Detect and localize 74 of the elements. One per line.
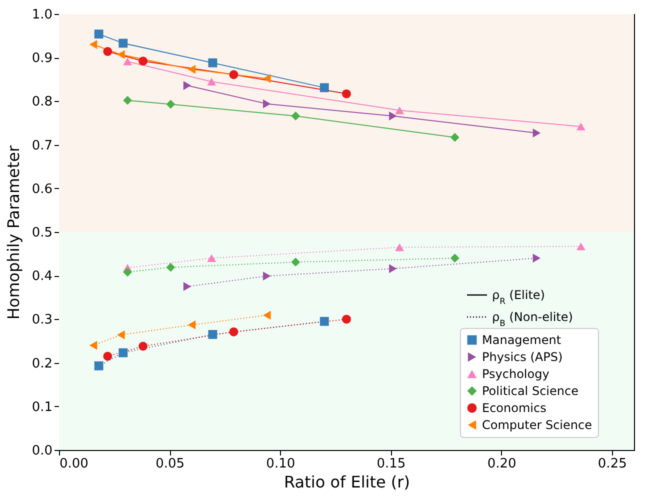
point: [450, 254, 460, 263]
y-tick-label: 0.1: [32, 400, 52, 415]
point: [342, 89, 351, 98]
y-tick-label: 1.0: [32, 8, 52, 22]
point: [118, 38, 128, 48]
point: [89, 40, 98, 49]
point: [123, 58, 132, 66]
y-tick-label: 0.8: [32, 94, 52, 110]
annotation: ρ$_{R}$ (Elite): [492, 288, 545, 306]
y-tick-label: 0.9: [32, 51, 52, 66]
point: [389, 112, 397, 120]
point: [389, 264, 397, 274]
point: [229, 70, 238, 80]
point: [117, 50, 125, 60]
y-tick-label: 0.7: [32, 138, 52, 154]
point: [342, 314, 351, 324]
point: [103, 352, 112, 361]
x-tick-label: 0.05: [156, 456, 185, 472]
point: [183, 282, 192, 291]
x-tick-label: 0.00: [60, 456, 88, 472]
point: [263, 99, 271, 108]
point: [291, 112, 300, 120]
x-tick-label: 0.25: [598, 456, 627, 472]
point: [138, 56, 148, 66]
point: [263, 310, 271, 320]
point: [188, 64, 196, 74]
legend-label: Computer Science: [482, 418, 592, 432]
y-tick-label: 0.2: [32, 356, 52, 372]
point: [229, 327, 238, 336]
annotation: ρ$_{B}$ (Non-elite): [492, 310, 573, 328]
x-tick-label: 0.20: [487, 456, 516, 472]
legend-label: Physics (APS): [482, 350, 563, 364]
point: [94, 361, 104, 370]
point: [118, 348, 128, 358]
x-axis-title: Ratio of Elite (r): [284, 472, 410, 492]
point: [89, 340, 98, 350]
legend-label: Economics: [482, 401, 546, 415]
point: [291, 258, 300, 267]
point: [94, 30, 104, 39]
point: [532, 128, 541, 138]
point: [395, 243, 404, 252]
point: [263, 74, 271, 83]
y-tick-label: 0.5: [32, 226, 52, 240]
point: [207, 254, 216, 262]
y-tick-label: 0.3: [32, 312, 52, 328]
point: [208, 58, 218, 68]
point: [532, 254, 541, 263]
y-tick-label: 0.6: [32, 182, 52, 197]
x-tick-label: 0.15: [376, 456, 406, 472]
legend-label: Management: [482, 333, 562, 347]
legend-label: Political Science: [482, 384, 578, 398]
point: [166, 262, 176, 272]
x-tick-label: 0.10: [266, 456, 296, 472]
point: [183, 81, 192, 90]
point: [207, 78, 216, 86]
y-tick-label: 0.0: [32, 444, 52, 458]
point: [123, 268, 132, 277]
point: [320, 83, 329, 92]
point: [576, 242, 586, 250]
point: [576, 122, 586, 130]
point: [123, 96, 132, 105]
y-tick-label: 0.4: [32, 269, 52, 284]
point: [188, 320, 196, 330]
point: [208, 330, 218, 339]
point: [395, 106, 404, 114]
point: [103, 47, 112, 56]
y-axis-title: Homophily Parameter: [4, 144, 23, 320]
legend-label: Psychology: [482, 367, 550, 381]
point: [138, 342, 148, 351]
point: [117, 330, 125, 340]
point: [450, 132, 460, 142]
point: [263, 272, 271, 281]
point: [320, 316, 329, 326]
point: [166, 100, 176, 109]
